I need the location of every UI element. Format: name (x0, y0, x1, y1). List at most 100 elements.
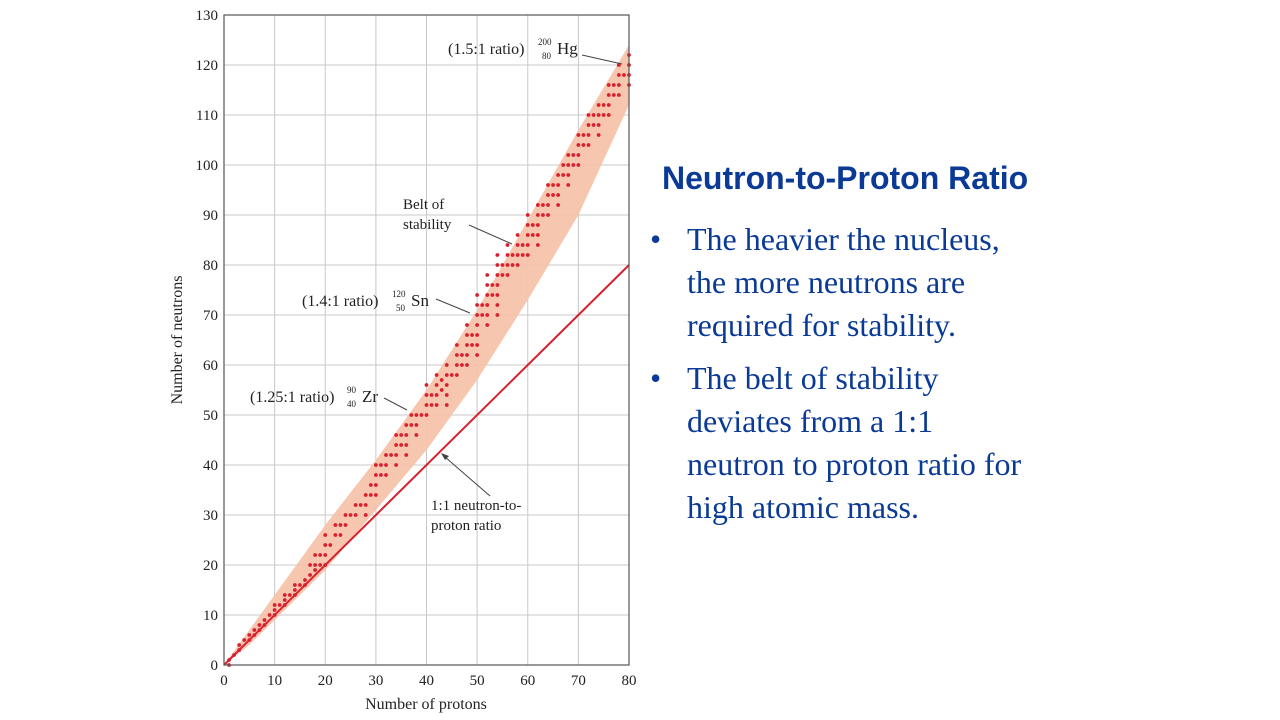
nucleus-point (434, 403, 439, 407)
nucleus-point (394, 463, 399, 467)
nucleus-point (485, 283, 490, 287)
nucleus-point (292, 583, 297, 587)
nucleus-point (424, 393, 429, 397)
nucleus-point (616, 93, 621, 97)
nucleus-point (495, 303, 500, 307)
nucleus-point (495, 283, 500, 287)
nucleus-point (551, 183, 555, 187)
nucleus-point (414, 433, 419, 437)
y-tick-label: 0 (211, 658, 219, 674)
nucleus-point (363, 513, 368, 517)
bullet-item-2: • The belt of stability deviates from a … (650, 357, 1270, 529)
nucleus-point (429, 403, 434, 407)
nucleus-point (485, 273, 490, 277)
y-tick-label: 110 (196, 108, 218, 124)
nucleus-point (328, 543, 333, 547)
hg-symbol: Hg (557, 39, 578, 58)
nucleus-point (434, 373, 439, 377)
nucleus-point (399, 433, 404, 437)
nucleus-point (556, 203, 561, 207)
hg-annotation: (1.5:1 ratio) 200 80 Hg (448, 37, 623, 65)
nucleus-point (495, 253, 500, 257)
nucleus-point (353, 503, 358, 507)
nucleus-point (551, 193, 555, 197)
nucleus-point (368, 493, 373, 497)
nucleus-point (561, 163, 566, 167)
nucleus-point (308, 573, 312, 577)
x-tick-label: 0 (220, 673, 228, 689)
nucleus-point (353, 513, 358, 517)
nucleus-point (404, 453, 409, 457)
nucleus-point (490, 293, 495, 297)
nucleus-point (485, 323, 490, 327)
nucleus-point (546, 213, 550, 217)
nucleus-point (343, 513, 348, 517)
reference-line-layer (223, 264, 630, 666)
nucleus-point (596, 103, 601, 107)
nucleus-point (515, 263, 520, 267)
slide-title: Neutron-to-Proton Ratio (662, 160, 1029, 196)
nucleus-point (606, 83, 611, 87)
nucleus-point (556, 183, 561, 187)
nucleus-point (576, 143, 581, 147)
nucleus-point (525, 233, 530, 237)
nucleus-point (611, 93, 616, 97)
nucleus-point (313, 553, 318, 557)
nucleus-point (394, 453, 399, 457)
nucleus-point (373, 473, 378, 477)
nucleus-point (470, 333, 474, 337)
sn-leader-line (435, 298, 471, 314)
nucleus-point (586, 143, 591, 147)
nucleus-point (424, 383, 429, 387)
y-tick-label: 70 (203, 308, 218, 324)
nucleus-point (566, 183, 571, 187)
nucleus-point (480, 313, 485, 317)
nucleus-point (454, 353, 459, 357)
y-tick-label: 30 (203, 508, 218, 524)
hg-leader-line (581, 54, 623, 65)
nucleus-point (313, 568, 318, 572)
nucleus-point (454, 343, 459, 347)
nucleus-point (323, 553, 328, 557)
nucleus-point (323, 533, 328, 537)
nucleus-point (272, 603, 277, 607)
x-tick-label: 70 (571, 673, 586, 689)
nucleus-point (596, 133, 601, 137)
nucleus-point (606, 93, 611, 97)
y-tick-label: 60 (203, 358, 218, 374)
nucleus-point (535, 233, 540, 237)
nucleus-point (454, 373, 459, 377)
nucleus-point (237, 643, 242, 647)
bullet-2-line-2: deviates from a 1:1 (687, 403, 934, 439)
nucleus-point (348, 513, 353, 517)
nucleus-point (546, 193, 550, 197)
nucleus-point (424, 413, 429, 417)
nucleus-point (394, 443, 399, 447)
nucleus-point (586, 113, 591, 117)
nucleus-point (444, 403, 449, 407)
nucleus-point (384, 453, 388, 457)
nucleus-point (318, 563, 323, 567)
bullet-dot-icon: • (650, 360, 662, 396)
nucleus-point (541, 203, 545, 207)
nucleus-point (308, 563, 312, 567)
nucleus-point (495, 263, 500, 267)
bullet-list: • The heavier the nucleus, the more neut… (650, 218, 1270, 539)
stable-nuclei-points (227, 53, 631, 667)
nucleus-point (535, 243, 540, 247)
x-tick-label: 10 (267, 673, 282, 689)
nucleus-point (616, 73, 621, 77)
nucleus-point (343, 523, 348, 527)
nucleus-point (530, 223, 535, 227)
nucleus-point (444, 363, 449, 367)
nucleus-point (606, 113, 611, 117)
zr-ratio-text: (1.25:1 ratio) (250, 389, 334, 406)
zr-annotation: (1.25:1 ratio) 90 40 Zr (250, 385, 408, 411)
nucleus-point (460, 363, 464, 367)
nucleus-point (404, 423, 409, 427)
nucleus-point (303, 578, 307, 582)
nucleus-point (566, 163, 571, 167)
nucleus-point (429, 393, 434, 397)
y-tick-label: 20 (203, 558, 218, 574)
ratio-line-annotation: 1:1 neutron-to- proton ratio (431, 453, 521, 534)
